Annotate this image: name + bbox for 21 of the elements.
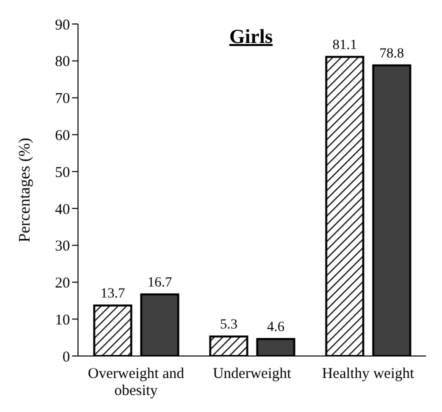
y-tick-label: 20: [55, 276, 70, 292]
y-tick-label: 0: [62, 349, 70, 366]
y-tick-label: 60: [55, 128, 70, 144]
x-tick-label: Underweight: [212, 366, 292, 382]
data-label: 78.8: [379, 46, 404, 62]
x-tick-label: Overweight and obesity: [88, 366, 185, 399]
y-tick-label: 50: [55, 164, 70, 181]
y-tick-label: 10: [55, 312, 70, 328]
chart-title: Girls: [229, 26, 273, 48]
data-label: 81.1: [332, 38, 357, 53]
data-label: 13.7: [100, 286, 125, 302]
y-axis-title: Percentages (%): [16, 138, 34, 242]
x-tick-label: Healthy weight: [322, 366, 415, 382]
data-label: 16.7: [147, 275, 172, 290]
y-tick-label: 70: [55, 91, 70, 108]
data-label: 5.3: [220, 317, 238, 332]
y-tick-label: 30: [55, 238, 70, 255]
y-tick-label: 40: [55, 202, 70, 218]
data-label: 4.6: [266, 320, 284, 336]
y-tick-label: 90: [55, 17, 70, 34]
y-tick-label: 80: [55, 54, 70, 70]
